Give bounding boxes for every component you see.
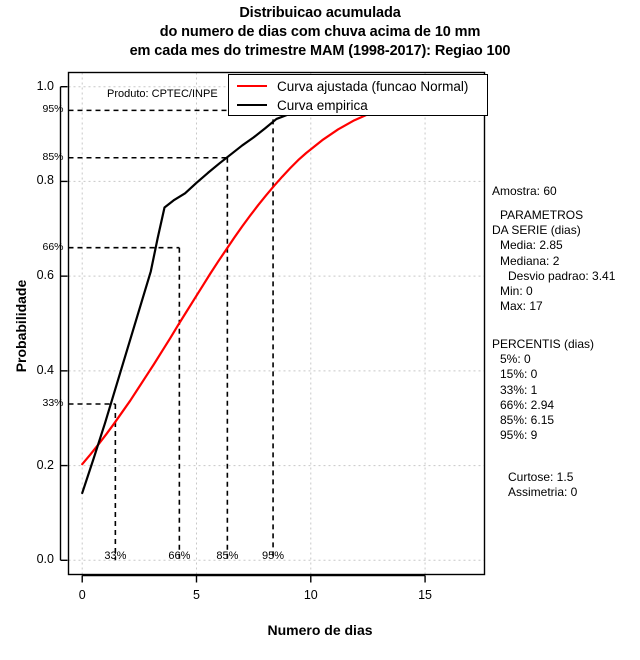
legend-item-fitted: Curva ajustada (funcao Normal) xyxy=(237,76,468,96)
stat-p66: 66%: 2.94 xyxy=(500,397,555,412)
title-line-3: em cada mes do trimestre MAM (1998-2017)… xyxy=(129,43,511,59)
x-tick-label: 5 xyxy=(193,587,200,602)
page-title: Distribuicao acumulada do numero de dias… xyxy=(0,4,640,61)
stat-p85: 85%: 6.15 xyxy=(500,413,555,428)
stat-p5: 5%: 0 xyxy=(500,352,531,367)
legend-item-empirical: Curva empirica xyxy=(237,95,368,115)
percentile-x-label-85: 85% xyxy=(216,549,239,562)
series-line-fitted xyxy=(81,90,472,466)
stats-sample: Amostra: 60 xyxy=(492,184,557,199)
plot-frame xyxy=(67,71,486,576)
stat-assimetria: Assimetria: 0 xyxy=(508,485,578,500)
x-axis-title: Numero de dias xyxy=(267,622,373,638)
y-tick-label: 1.0 xyxy=(36,78,54,93)
percentile-y-label-66: 66% xyxy=(42,240,64,253)
percentile-x-label-33: 33% xyxy=(104,549,127,562)
stat-mediana: Mediana: 2 xyxy=(500,253,560,268)
percentile-y-label-85: 85% xyxy=(42,150,64,163)
legend-label-fitted: Curva ajustada (funcao Normal) xyxy=(277,78,469,94)
x-tick-label: 10 xyxy=(303,587,318,602)
legend-label-empirical: Curva empirica xyxy=(277,97,368,113)
produto-label: Produto: CPTEC/INPE xyxy=(107,88,218,100)
title-line-2: do numero de dias com chuva acima de 10 … xyxy=(159,24,481,40)
stat-desvio-padrao: Desvio padrao: 3.41 xyxy=(508,268,616,283)
x-tick-label: 15 xyxy=(418,587,433,602)
stat-curtose: Curtose: 1.5 xyxy=(508,470,574,484)
y-tick-label: 0.4 xyxy=(36,362,54,377)
percentile-x-label-95: 95% xyxy=(262,549,285,562)
y-tick-label: 0.2 xyxy=(36,457,54,472)
stat-amostra: Amostra: 60 xyxy=(492,184,557,198)
percentile-x-label-66: 66% xyxy=(168,549,191,562)
y-axis-title: Probabilidade xyxy=(13,279,29,373)
percentile-y-label-95: 95% xyxy=(42,103,64,116)
y-tick-label: 0.6 xyxy=(36,268,54,283)
legend-swatch-empirical xyxy=(237,104,267,106)
stat-min: Min: 0 xyxy=(500,284,533,299)
stat-percentis-header: PERCENTIS (dias) xyxy=(492,337,595,351)
y-tick-label: 0.8 xyxy=(36,173,54,188)
legend: Curva ajustada (funcao Normal) Curva emp… xyxy=(228,74,488,116)
stats-percentiles: PERCENTIS (dias) 5%: 0 15%: 0 33%: 1 66%… xyxy=(492,337,594,443)
stat-p15: 15%: 0 xyxy=(500,367,538,382)
stat-media: Media: 2.85 xyxy=(500,238,563,253)
stat-parametros-header1: PARAMETROS xyxy=(500,208,584,222)
series-line-empirical xyxy=(81,87,472,495)
title-line-1: Distribuicao acumulada xyxy=(239,5,401,21)
stat-max: Max: 17 xyxy=(500,299,543,314)
stat-p95: 95%: 9 xyxy=(500,428,538,443)
stat-p33: 33%: 1 xyxy=(500,382,538,397)
stats-shape: Curtose: 1.5 Assimetria: 0 xyxy=(492,470,577,500)
x-tick-label: 0 xyxy=(78,587,86,602)
legend-swatch-fitted xyxy=(237,85,267,87)
stat-parametros-header2: DA SERIE (dias) xyxy=(492,223,581,238)
stats-parameters: PARAMETROS DA SERIE (dias) Media: 2.85 M… xyxy=(492,208,615,314)
percentile-y-label-33: 33% xyxy=(42,397,64,409)
y-tick-label: 0.0 xyxy=(36,552,54,567)
